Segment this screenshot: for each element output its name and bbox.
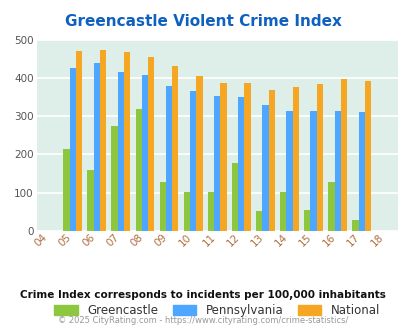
Bar [268, 90, 274, 231]
Bar [244, 83, 250, 231]
Bar [328, 182, 334, 231]
Bar [262, 106, 268, 231]
Bar [196, 76, 202, 231]
Bar [172, 66, 178, 231]
Bar [310, 111, 316, 231]
Bar [190, 91, 196, 231]
Bar [334, 111, 340, 231]
Text: Greencastle Violent Crime Index: Greencastle Violent Crime Index [64, 14, 341, 29]
Bar [231, 163, 238, 231]
Bar [220, 83, 226, 231]
Text: © 2025 CityRating.com - https://www.cityrating.com/crime-statistics/: © 2025 CityRating.com - https://www.city… [58, 315, 347, 325]
Bar [358, 112, 364, 231]
Bar [141, 75, 148, 231]
Text: Crime Index corresponds to incidents per 100,000 inhabitants: Crime Index corresponds to incidents per… [20, 290, 385, 300]
Bar [159, 182, 166, 231]
Bar [94, 63, 100, 231]
Bar [213, 96, 220, 231]
Bar [352, 219, 358, 231]
Bar [279, 192, 286, 231]
Legend: Greencastle, Pennsylvania, National: Greencastle, Pennsylvania, National [48, 298, 385, 323]
Bar [69, 68, 76, 231]
Bar [135, 109, 141, 231]
Bar [124, 52, 130, 231]
Bar [303, 210, 310, 231]
Bar [117, 72, 124, 231]
Bar [316, 84, 322, 231]
Bar [238, 97, 244, 231]
Bar [111, 126, 117, 231]
Bar [286, 111, 292, 231]
Bar [292, 87, 298, 231]
Bar [76, 51, 82, 231]
Bar [364, 81, 370, 231]
Bar [207, 192, 213, 231]
Bar [183, 192, 190, 231]
Bar [148, 57, 154, 231]
Bar [87, 170, 94, 231]
Bar [100, 50, 106, 231]
Bar [256, 211, 262, 231]
Bar [340, 79, 346, 231]
Bar [63, 149, 69, 231]
Bar [166, 85, 172, 231]
